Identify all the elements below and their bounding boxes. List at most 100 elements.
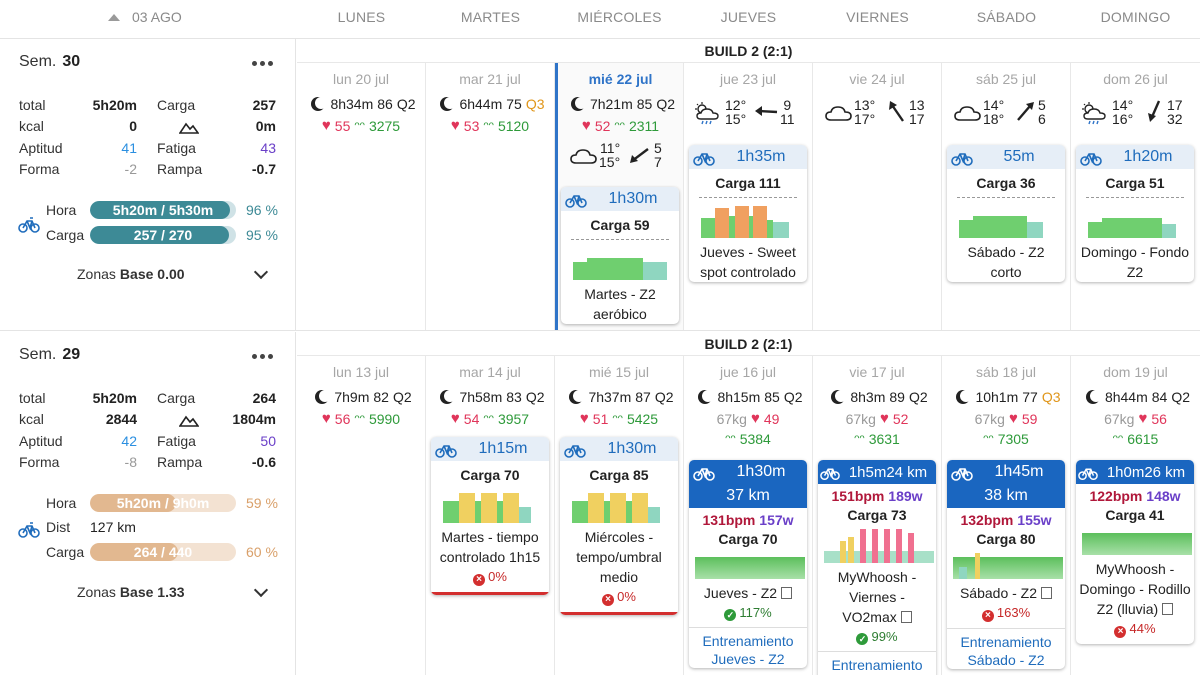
chevron-up-icon[interactable] [108, 13, 120, 21]
bike-icon [564, 445, 586, 458]
more-icon[interactable] [252, 354, 273, 359]
check-icon: ✓ [856, 633, 869, 645]
zone-chart [824, 527, 934, 563]
moon-icon [444, 97, 456, 109]
progress-carga: Carga 264 / 440 60 % [46, 542, 286, 562]
card-name-text: MyWhoosh - Domingo - Rodillo Z2 (lluvia) [1079, 561, 1191, 617]
bike-icon [951, 153, 973, 166]
sleep-quality: Q2 [1171, 389, 1191, 405]
steps-icon: ᵔᵔ [483, 117, 494, 134]
workout-card[interactable]: 1h30m Carga 59 Martes - Z2 aeróbico [561, 187, 679, 324]
stat-kcal: 0 [129, 118, 137, 135]
wind-speed: 17 [1167, 97, 1183, 113]
sleep-quality: Q3 [1041, 389, 1061, 405]
resting-hr: 89 [889, 389, 905, 405]
workout-card[interactable]: 1h5m24 km 151bpm 189w Carga 73 MyWhoosh … [818, 460, 936, 675]
card-carga: Carga 51 [1105, 175, 1165, 191]
dayname-sat: SÁBADO [976, 9, 1037, 25]
bar-label: Dist [46, 519, 71, 535]
week-stats: total 5h20m Carga 257 kcal 0 0m Aptitud 41 Fat… [19, 97, 277, 182]
card-name: MyWhoosh - Viernes - VO2max [818, 567, 936, 627]
workout-card[interactable]: 55m Carga 36 Sábado - Z2 corto [947, 145, 1065, 282]
temperature: 14° 18° [983, 98, 1004, 126]
planned-workout-link[interactable]: Entrenamiento Sábado - Z2 [947, 628, 1065, 669]
workout-card[interactable]: 1h35m Carga 111 Jueves - Sweet spot cont… [689, 145, 807, 282]
day-cell[interactable]: dom 19 jul 8h44m 84 Q2 67kg ♥ 56 ᵔᵔ 6615 1h0m… [1071, 356, 1200, 675]
day-cell[interactable]: jue 23 jul 12° 15° 9 11 1h35m Carga 111 Ju… [684, 63, 813, 330]
more-icon[interactable] [252, 61, 273, 66]
workout-card[interactable]: 1h30m 37 km 131bpm 157w Carga 70 Jueves … [689, 460, 807, 668]
wind: 9 11 [780, 98, 795, 126]
zone-chart [1082, 527, 1192, 555]
day-cell[interactable]: lun 13 jul 7h9m 82 Q2 ♥ 56 ᵔᵔ 5990 [297, 356, 426, 675]
card-duration: 1h35m [736, 148, 786, 165]
bike-icon [565, 195, 587, 208]
workout-card[interactable]: 1h45m 38 km 132bpm 155w Carga 80 Sábado … [947, 460, 1065, 669]
stat-label: Forma [19, 160, 60, 177]
day-cell[interactable]: dom 26 jul 14° 16° 17 32 1h20m Carga 51 Do… [1071, 63, 1200, 330]
planned-workout-link[interactable]: Entrenamiento Viernes [818, 651, 936, 675]
card-carga: Carga 41 [1105, 507, 1165, 523]
wellness-line: ♥ 54 ᵔᵔ 3957 [426, 410, 554, 427]
sleep-line: 8h44m 84 Q2 [1071, 389, 1200, 405]
fail-icon: × [1114, 626, 1127, 638]
wellness-line: 67kg ♥ 59 [942, 410, 1070, 427]
compliance: × 0% [560, 589, 678, 606]
stat-label: Rampa [157, 453, 203, 470]
workout-card[interactable]: 1h30m Carga 85 Miércoles - tempo/umbral … [560, 437, 678, 615]
day-date: mar 21 jul [459, 71, 521, 87]
wind-gust: 7 [654, 154, 662, 170]
chevron-down-icon[interactable] [253, 582, 269, 598]
fail-icon: × [473, 574, 486, 586]
day-cell[interactable]: mar 14 jul 7h58m 83 Q2 ♥ 54 ᵔᵔ 3957 1h15m Car… [426, 356, 555, 675]
dayname-sun: DOMINGO [1100, 9, 1171, 25]
cloud-icon [954, 106, 981, 121]
workout-card[interactable]: 1h0m26 km 122bpm 148w Carga 41 MyWhoosh … [1076, 460, 1194, 644]
day-cell[interactable]: jue 16 jul 8h15m 85 Q2 67kg ♥ 49 ᵔᵔ 5384 1h30… [684, 356, 813, 675]
day-cell[interactable]: sáb 18 jul 10h1m 77 Q3 67kg ♥ 59 ᵔᵔ 7305 1h45… [942, 356, 1071, 675]
progress-hora: Hora 5h20m / 5h30m 96 % [46, 200, 286, 220]
chevron-down-icon[interactable] [253, 264, 269, 280]
heart-icon: ♥ [1138, 410, 1148, 427]
moon-icon [315, 97, 327, 109]
wind-speed: 5 [1038, 97, 1046, 113]
steps-value: 3275 [368, 117, 401, 134]
steps-line: ᵔᵔ 3631 [813, 431, 941, 447]
stat-carga: 257 [252, 97, 276, 113]
temp-low: 15° [599, 154, 621, 170]
zonas-value: Base 0.00 [119, 266, 185, 282]
moon-icon [960, 390, 972, 402]
day-cell[interactable]: mié 15 jul 7h37m 87 Q2 ♥ 51 ᵔᵔ 5425 1h30m Car… [555, 356, 684, 675]
compliance: × 163% [947, 605, 1065, 622]
workout-card[interactable]: 1h20m Carga 51 Domingo - Fondo Z2 [1076, 145, 1194, 282]
steps-icon: ᵔᵔ [725, 431, 736, 447]
card-header: 1h15m [431, 437, 549, 461]
week-summary: Sem. 30 total 5h20m Carga 257 kcal 0 0m Aptit… [0, 39, 296, 330]
sleep-line: 8h3m 89 Q2 [813, 389, 941, 405]
card-name-text: Sábado - Z2 [959, 585, 1038, 601]
wind: 13 17 [909, 98, 925, 126]
bar-label: Hora [46, 495, 77, 511]
planned-workout-link[interactable]: Entrenamiento Jueves - Z2 [689, 627, 807, 668]
map-icon [900, 611, 912, 623]
day-cell[interactable]: vie 24 jul 13° 17° 13 17 [813, 63, 942, 330]
steps-value: 5384 [739, 431, 771, 447]
day-cell[interactable]: mar 21 jul 6h44m 75 Q3 ♥ 53 ᵔᵔ 5120 [426, 63, 555, 330]
day-date: sáb 25 jul [976, 71, 1036, 87]
hrv-value: 56 [334, 410, 351, 427]
sleep-line: 10h1m 77 Q3 [942, 389, 1070, 405]
workout-card[interactable]: 1h15m Carga 70 Martes - tiempo controlad… [431, 437, 549, 595]
day-date: dom 26 jul [1103, 71, 1168, 87]
day-cell[interactable]: vie 17 jul 8h3m 89 Q2 67kg ♥ 52 ᵔᵔ 3631 1h5m2… [813, 356, 942, 675]
sleep-quality: Q3 [525, 96, 545, 112]
day-cell[interactable]: lun 20 jul 8h34m 86 Q2 ♥ 55 ᵔᵔ 3275 [297, 63, 426, 330]
zonas-summary: Zonas Base 1.33 [77, 584, 185, 600]
progress-bar: 264 / 440 [90, 543, 236, 561]
zone-chart [1082, 202, 1188, 238]
heart-icon: ♥ [321, 117, 331, 134]
date-nav[interactable]: 03 AGO [108, 9, 182, 25]
